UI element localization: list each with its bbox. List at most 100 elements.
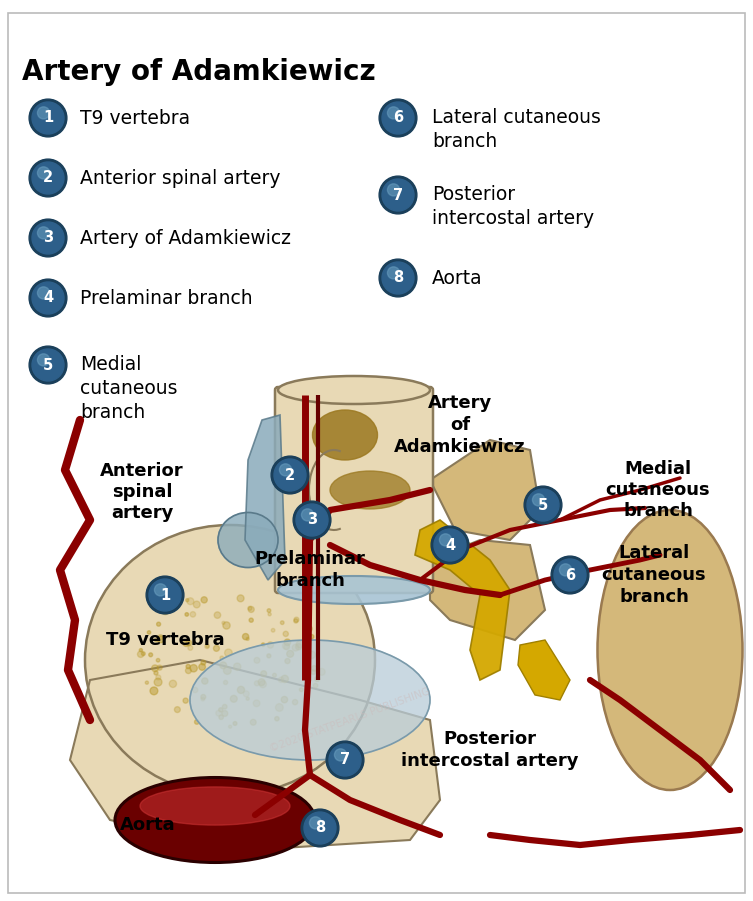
Circle shape bbox=[248, 606, 255, 613]
Text: 7: 7 bbox=[393, 187, 403, 203]
Text: Artery
of
Adamkiewicz: Artery of Adamkiewicz bbox=[394, 395, 526, 456]
Circle shape bbox=[237, 687, 245, 694]
Circle shape bbox=[156, 675, 161, 680]
Circle shape bbox=[379, 99, 417, 137]
FancyBboxPatch shape bbox=[275, 387, 433, 593]
Circle shape bbox=[183, 640, 190, 647]
Text: 4: 4 bbox=[445, 538, 455, 552]
Circle shape bbox=[218, 708, 223, 712]
Circle shape bbox=[292, 699, 297, 705]
Circle shape bbox=[319, 669, 325, 676]
Circle shape bbox=[186, 664, 191, 669]
Text: ©2020 STATPEARLS PUBLISHING: ©2020 STATPEARLS PUBLISHING bbox=[268, 687, 431, 754]
Circle shape bbox=[154, 639, 158, 642]
Circle shape bbox=[157, 636, 164, 642]
Circle shape bbox=[250, 719, 256, 725]
Circle shape bbox=[243, 691, 249, 696]
Circle shape bbox=[287, 651, 294, 658]
Circle shape bbox=[29, 159, 67, 197]
Circle shape bbox=[275, 716, 279, 721]
Circle shape bbox=[388, 107, 400, 119]
Text: Lateral cutaneous
branch: Lateral cutaneous branch bbox=[432, 108, 601, 151]
Circle shape bbox=[201, 660, 206, 665]
Circle shape bbox=[282, 642, 289, 650]
Circle shape bbox=[431, 526, 469, 564]
Circle shape bbox=[301, 509, 313, 521]
Text: 8: 8 bbox=[315, 821, 325, 835]
Text: 2: 2 bbox=[285, 468, 295, 483]
Circle shape bbox=[293, 501, 331, 539]
Circle shape bbox=[388, 267, 400, 279]
Circle shape bbox=[271, 456, 309, 494]
Circle shape bbox=[149, 579, 181, 611]
Circle shape bbox=[32, 162, 64, 194]
Circle shape bbox=[253, 700, 260, 706]
Circle shape bbox=[29, 346, 67, 384]
Circle shape bbox=[271, 629, 275, 633]
Ellipse shape bbox=[85, 525, 375, 795]
Text: Aorta: Aorta bbox=[120, 816, 175, 834]
Text: Posterior
intercostal artery: Posterior intercostal artery bbox=[432, 185, 594, 228]
Circle shape bbox=[199, 664, 206, 670]
Circle shape bbox=[154, 671, 158, 675]
Circle shape bbox=[185, 613, 188, 616]
Ellipse shape bbox=[218, 513, 278, 568]
Circle shape bbox=[38, 287, 50, 299]
Circle shape bbox=[294, 617, 299, 622]
Circle shape bbox=[273, 673, 276, 677]
Circle shape bbox=[29, 219, 67, 257]
Circle shape bbox=[551, 556, 589, 594]
Ellipse shape bbox=[312, 410, 377, 460]
Circle shape bbox=[249, 618, 253, 623]
Circle shape bbox=[185, 668, 191, 674]
Circle shape bbox=[224, 649, 232, 657]
Circle shape bbox=[233, 722, 237, 725]
Circle shape bbox=[559, 564, 572, 576]
Circle shape bbox=[261, 670, 267, 677]
Circle shape bbox=[220, 656, 224, 660]
Circle shape bbox=[142, 651, 145, 656]
Circle shape bbox=[194, 720, 199, 724]
Circle shape bbox=[213, 645, 219, 651]
Polygon shape bbox=[415, 520, 510, 680]
Circle shape bbox=[38, 107, 50, 119]
Circle shape bbox=[311, 669, 316, 675]
Circle shape bbox=[157, 665, 162, 670]
Circle shape bbox=[315, 677, 320, 681]
Circle shape bbox=[29, 279, 67, 317]
Text: 8: 8 bbox=[393, 270, 403, 286]
Circle shape bbox=[334, 749, 346, 761]
Circle shape bbox=[300, 687, 303, 692]
Circle shape bbox=[32, 222, 64, 254]
Circle shape bbox=[194, 601, 200, 608]
Text: Medial
cutaneous
branch: Medial cutaneous branch bbox=[605, 460, 710, 521]
Circle shape bbox=[382, 262, 414, 294]
Circle shape bbox=[246, 697, 249, 700]
Text: Prelaminar
branch: Prelaminar branch bbox=[255, 551, 365, 590]
Circle shape bbox=[242, 633, 248, 640]
Circle shape bbox=[154, 584, 166, 596]
Circle shape bbox=[183, 698, 188, 703]
Circle shape bbox=[296, 643, 302, 650]
Circle shape bbox=[188, 645, 193, 651]
Circle shape bbox=[254, 658, 260, 663]
Text: 6: 6 bbox=[565, 568, 575, 583]
Circle shape bbox=[246, 637, 249, 641]
Polygon shape bbox=[245, 415, 285, 580]
Circle shape bbox=[154, 678, 162, 686]
Circle shape bbox=[258, 678, 265, 686]
Circle shape bbox=[279, 464, 291, 476]
Circle shape bbox=[237, 595, 244, 602]
Circle shape bbox=[150, 687, 158, 695]
Circle shape bbox=[149, 653, 153, 657]
Text: Aorta: Aorta bbox=[432, 268, 483, 287]
Circle shape bbox=[329, 744, 361, 776]
Circle shape bbox=[296, 641, 303, 648]
Text: 6: 6 bbox=[393, 111, 403, 125]
Circle shape bbox=[261, 643, 265, 646]
Text: Anterior spinal artery: Anterior spinal artery bbox=[80, 168, 281, 187]
Circle shape bbox=[201, 695, 206, 699]
Circle shape bbox=[292, 644, 299, 651]
Circle shape bbox=[281, 675, 288, 683]
Circle shape bbox=[29, 99, 67, 137]
